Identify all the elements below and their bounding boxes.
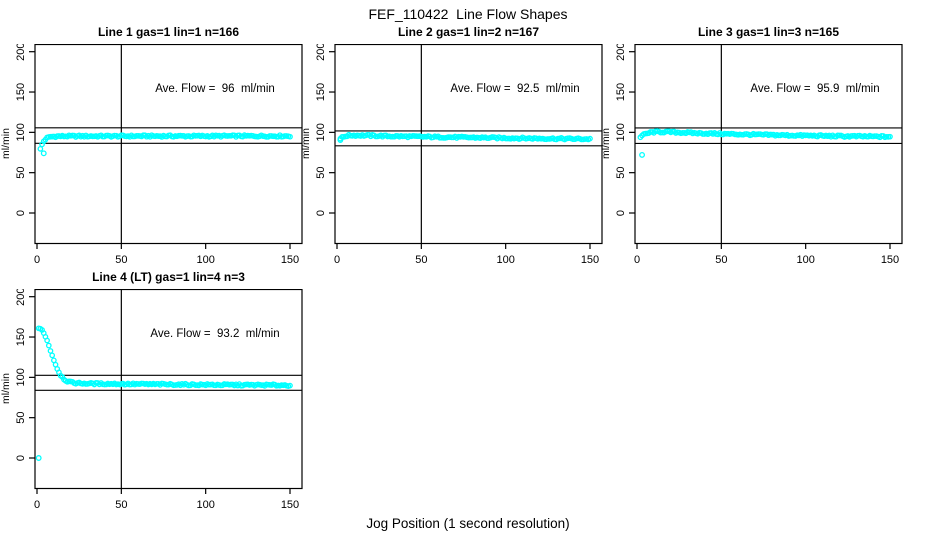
y-tick-label: 100 bbox=[315, 123, 327, 141]
panel-1-title: Line 1 gas=1 lin=1 n=166 bbox=[97, 25, 240, 39]
y-tick-label: 0 bbox=[615, 210, 627, 216]
y-tick-label: 50 bbox=[315, 167, 327, 179]
panel-2-title: Line 2 gas=1 lin=2 n=167 bbox=[397, 25, 540, 39]
x-tick-label: 150 bbox=[881, 254, 899, 266]
panel-2-plot: 0 50 100 150 200 ml/min 0 50 100 150 bbox=[300, 44, 603, 266]
panel-3-plot: 0 50 100 150 200 ml/min 0 50 100 150 bbox=[600, 44, 903, 266]
y-tick-label: 200 bbox=[315, 44, 327, 61]
panel-4-title: Line 4 (LT) gas=1 lin=4 n=3 bbox=[92, 270, 245, 284]
y-axis-label: ml/min bbox=[600, 128, 612, 159]
x-tick-label: 50 bbox=[115, 499, 127, 511]
y-tick-label: 50 bbox=[15, 412, 27, 424]
panel-1-ave-flow-annotation: Ave. Flow = 96 ml/min bbox=[155, 83, 275, 95]
y-tick-label: 100 bbox=[15, 123, 27, 141]
figure-x-axis-label: Jog Position (1 second resolution) bbox=[366, 516, 570, 531]
panel-line-3: Line 3 gas=1 lin=3 n=165 Ave. Flow = 95.… bbox=[600, 25, 920, 266]
data-point bbox=[887, 133, 893, 140]
x-tick-label: 50 bbox=[415, 254, 427, 266]
x-tick-label: 0 bbox=[634, 254, 640, 266]
plot-box bbox=[634, 44, 903, 245]
panel-3-ave-flow-annotation: Ave. Flow = 95.9 ml/min bbox=[750, 83, 880, 95]
panel-1-plot: 0 50 100 150 200 ml/min 0 50 100 150 bbox=[0, 44, 303, 266]
panel-line-1: Line 1 gas=1 lin=1 n=166 Ave. Flow = 96 … bbox=[0, 25, 320, 266]
panel-line-4: Line 4 (LT) gas=1 lin=4 n=3 Ave. Flow = … bbox=[0, 270, 320, 511]
x-tick-label: 100 bbox=[496, 254, 514, 266]
data-point bbox=[287, 133, 293, 140]
panel-4-ave-flow-annotation: Ave. Flow = 93.2 ml/min bbox=[150, 328, 280, 340]
panel-4-plot: 0 50 100 150 200 ml/min 0 50 100 150 bbox=[0, 289, 303, 511]
x-tick-label: 0 bbox=[34, 254, 40, 266]
x-tick-label: 150 bbox=[581, 254, 599, 266]
y-tick-label: 150 bbox=[15, 328, 27, 346]
data-point bbox=[49, 352, 56, 359]
x-tick-label: 100 bbox=[196, 254, 214, 266]
y-tick-label: 150 bbox=[315, 83, 327, 101]
data-point bbox=[287, 382, 293, 389]
x-tick-label: 0 bbox=[34, 499, 40, 511]
data-point bbox=[37, 146, 44, 152]
y-tick-label: 100 bbox=[15, 368, 27, 386]
y-axis-label: ml/min bbox=[300, 128, 312, 159]
y-tick-label: 200 bbox=[615, 44, 627, 61]
x-tick-label: 100 bbox=[796, 254, 814, 266]
y-tick-label: 50 bbox=[615, 167, 627, 179]
data-point-outlier bbox=[40, 150, 47, 157]
y-tick-label: 100 bbox=[615, 123, 627, 141]
plot-box bbox=[34, 44, 303, 245]
data-point bbox=[44, 337, 50, 344]
y-tick-label: 150 bbox=[15, 83, 27, 101]
y-tick-label: 150 bbox=[615, 83, 627, 101]
x-tick-label: 50 bbox=[115, 254, 127, 266]
panel-line-2: Line 2 gas=1 lin=2 n=167 Ave. Flow = 92.… bbox=[300, 25, 620, 266]
x-tick-label: 150 bbox=[281, 254, 299, 266]
y-tick-label: 200 bbox=[15, 289, 27, 306]
y-tick-label: 0 bbox=[15, 210, 27, 216]
scatter-points bbox=[35, 325, 293, 461]
panel-2-ave-flow-annotation: Ave. Flow = 92.5 ml/min bbox=[450, 83, 580, 95]
x-tick-label: 100 bbox=[196, 499, 214, 511]
y-tick-label: 0 bbox=[15, 455, 27, 461]
plot-box bbox=[34, 289, 303, 490]
x-tick-label: 150 bbox=[281, 499, 299, 511]
scatter-points bbox=[637, 128, 893, 158]
data-point bbox=[47, 348, 54, 354]
y-tick-label: 200 bbox=[15, 44, 27, 61]
plot-box bbox=[334, 44, 603, 245]
data-point-outlier bbox=[35, 455, 42, 461]
panel-3-title: Line 3 gas=1 lin=3 n=165 bbox=[697, 25, 840, 39]
data-point bbox=[587, 135, 593, 142]
x-tick-label: 50 bbox=[715, 254, 727, 266]
scatter-points bbox=[337, 131, 593, 143]
x-tick-label: 0 bbox=[334, 254, 340, 266]
data-point bbox=[45, 342, 52, 349]
scatter-points bbox=[37, 132, 293, 157]
y-axis-label: ml/min bbox=[0, 128, 12, 159]
y-tick-label: 50 bbox=[15, 167, 27, 179]
data-point-outlier bbox=[639, 151, 646, 158]
y-axis-label: ml/min bbox=[0, 373, 12, 404]
y-tick-label: 0 bbox=[315, 210, 327, 216]
figure-title: FEF_110422 Line Flow Shapes bbox=[368, 6, 568, 22]
